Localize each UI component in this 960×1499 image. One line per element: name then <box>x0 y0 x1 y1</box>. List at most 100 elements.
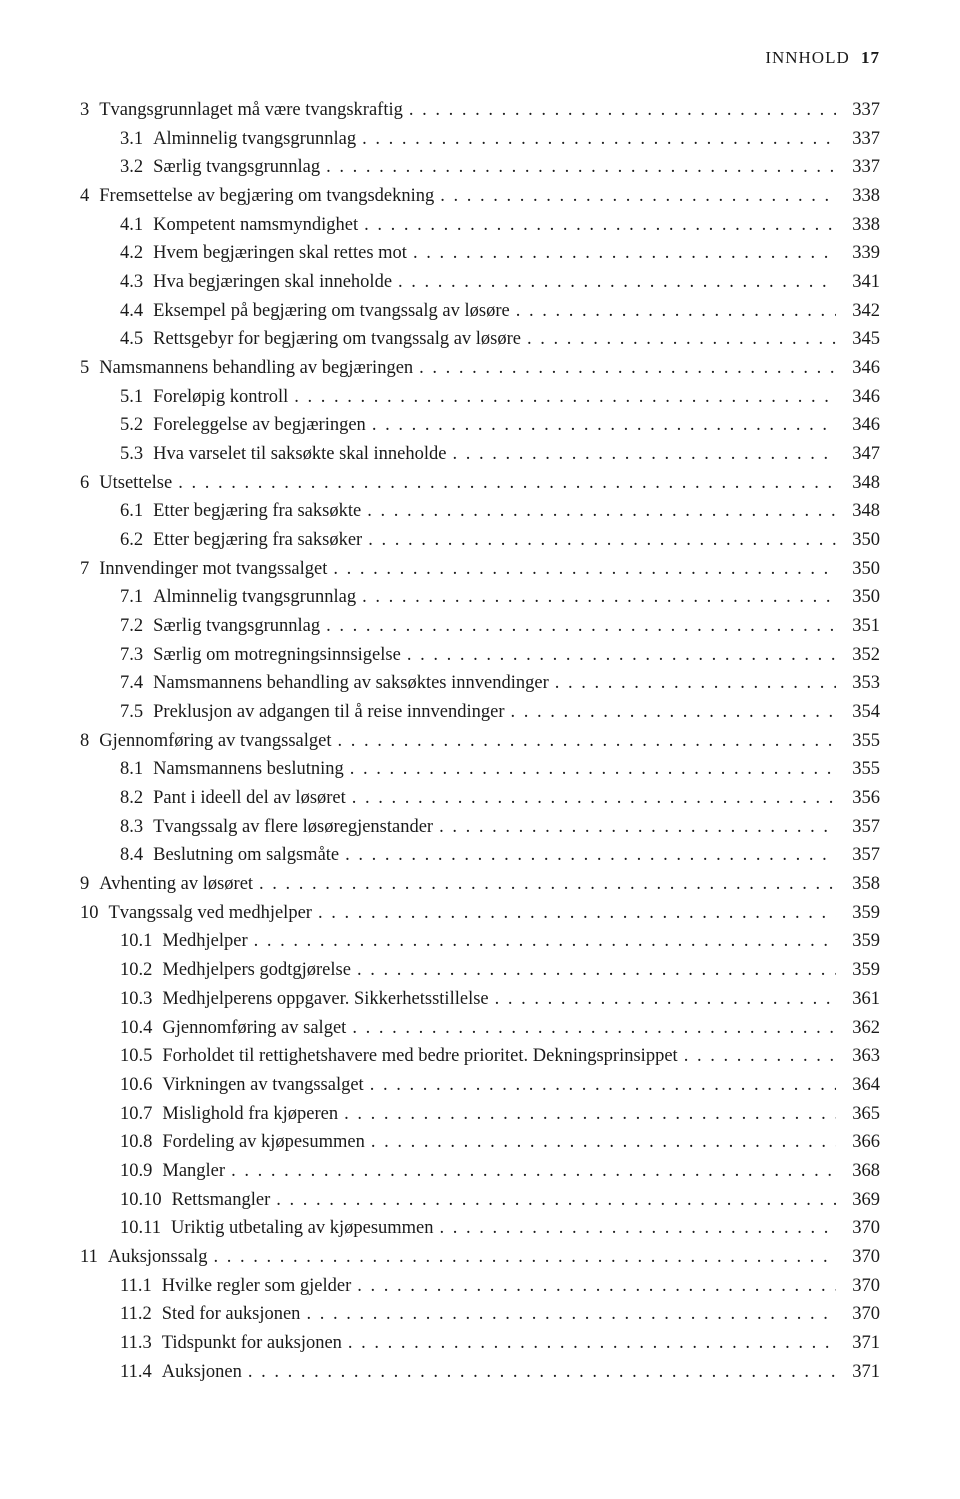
toc-entry-number: 10.10 <box>120 1186 172 1215</box>
toc-entry-title: Medhjelper <box>162 927 253 956</box>
toc-leader-dots <box>259 870 836 899</box>
toc-entry-title: Fordeling av kjøpesummen <box>162 1128 370 1157</box>
toc-leader-dots <box>337 727 836 756</box>
toc-leader-dots <box>439 813 836 842</box>
toc-row: 5.3Hva varselet til saksøkte skal inneho… <box>80 440 880 469</box>
toc-entry-page: 358 <box>836 870 880 899</box>
toc-entry-page: 337 <box>836 153 880 182</box>
toc-entry-page: 369 <box>836 1186 880 1215</box>
toc-entry-title: Mislighold fra kjøperen <box>162 1100 344 1129</box>
toc-row: 10.5Forholdet til rettighetshavere med b… <box>80 1042 880 1071</box>
toc-entry-number: 11 <box>80 1243 108 1272</box>
toc-entry-number: 11.2 <box>120 1300 162 1329</box>
toc-leader-dots <box>367 497 836 526</box>
toc-entry-title: Namsmannens beslutning <box>153 755 350 784</box>
toc-entry-page: 339 <box>836 239 880 268</box>
toc-row: 9Avhenting av løsøret358 <box>80 870 880 899</box>
toc-entry-page: 359 <box>836 956 880 985</box>
toc-entry-page: 352 <box>836 641 880 670</box>
toc-row: 3.2Særlig tvangsgrunnlag 337 <box>80 153 880 182</box>
toc-entry-title: Hvilke regler som gjelder <box>162 1272 358 1301</box>
toc-row: 6.2Etter begjæring fra saksøker350 <box>80 526 880 555</box>
toc-leader-dots <box>345 841 836 870</box>
toc-entry-title: Særlig tvangsgrunnlag <box>153 153 326 182</box>
toc-entry-number: 11.4 <box>120 1358 162 1387</box>
toc-leader-dots <box>372 411 836 440</box>
toc-row: 3Tvangsgrunnlaget må være tvangskraftig3… <box>80 96 880 125</box>
toc-entry-number: 5 <box>80 354 99 383</box>
toc-entry-number: 4.1 <box>120 211 153 240</box>
toc-entry-title: Beslutning om salgsmåte <box>153 841 345 870</box>
toc-entry-page: 348 <box>836 497 880 526</box>
toc-row: 11Auksjonssalg370 <box>80 1243 880 1272</box>
toc-entry-title: Kompetent namsmyndighet <box>153 211 364 240</box>
toc-row: 4.5Rettsgebyr for begjæring om tvangssal… <box>80 325 880 354</box>
toc-entry-title: Fremsettelse av begjæring om tvangsdekni… <box>99 182 440 211</box>
toc-entry-number: 10.4 <box>120 1014 162 1043</box>
toc-row: 10.6Virkningen av tvangssalget364 <box>80 1071 880 1100</box>
toc-row: 7.1Alminnelig tvangsgrunnlag350 <box>80 583 880 612</box>
toc-entry-number: 4.3 <box>120 268 153 297</box>
toc-entry-number: 10.11 <box>120 1214 171 1243</box>
toc-entry-title: Rettsmangler <box>172 1186 277 1215</box>
toc-entry-page: 345 <box>836 325 880 354</box>
toc-entry-number: 3.2 <box>120 153 153 182</box>
toc-entry-number: 5.2 <box>120 411 153 440</box>
toc-entry-title: Auksjonen <box>162 1358 248 1387</box>
toc-row: 4.3Hva begjæringen skal inneholde 341 <box>80 268 880 297</box>
toc-leader-dots <box>409 96 836 125</box>
toc-leader-dots <box>684 1042 836 1071</box>
toc-leader-dots <box>370 1071 836 1100</box>
toc-entry-page: 347 <box>836 440 880 469</box>
toc-entry-page: 370 <box>836 1272 880 1301</box>
toc-entry-title: Gjennomføring av salget <box>162 1014 352 1043</box>
toc-entry-page: 351 <box>836 612 880 641</box>
toc-entry-page: 357 <box>836 813 880 842</box>
toc-entry-title: Tvangssalg av flere løsøregjenstander <box>153 813 439 842</box>
toc-entry-page: 348 <box>836 469 880 498</box>
toc-entry-title: Tvangssalg ved medhjelper <box>109 899 318 928</box>
toc-row: 3.1Alminnelig tvangsgrunnlag337 <box>80 125 880 154</box>
toc-entry-number: 10.8 <box>120 1128 162 1157</box>
toc-leader-dots <box>276 1186 836 1215</box>
toc-row: 5.2Foreleggelse av begjæringen346 <box>80 411 880 440</box>
toc-entry-page: 370 <box>836 1214 880 1243</box>
toc-entry-title: Særlig om motregningsinnsigelse <box>153 641 407 670</box>
toc-entry-page: 356 <box>836 784 880 813</box>
toc-entry-page: 337 <box>836 125 880 154</box>
toc-leader-dots <box>371 1128 836 1157</box>
toc-entry-page: 362 <box>836 1014 880 1043</box>
toc-entry-number: 7.1 <box>120 583 153 612</box>
toc-entry-number: 10.3 <box>120 985 162 1014</box>
toc-entry-number: 10 <box>80 899 109 928</box>
toc-entry-title: Medhjelpers godtgjørelse <box>162 956 357 985</box>
header-label: innhold <box>765 48 849 67</box>
toc-entry-title: Pant i ideell del av løsøret <box>153 784 352 813</box>
toc-entry-title: Innvendinger mot tvangssalget <box>99 555 333 584</box>
toc-entry-number: 6.1 <box>120 497 153 526</box>
toc-row: 7.4Namsmannens behandling av saksøktes i… <box>80 669 880 698</box>
toc-entry-number: 5.3 <box>120 440 153 469</box>
toc-leader-dots <box>248 1358 836 1387</box>
toc-leader-dots <box>527 325 836 354</box>
toc-leader-dots <box>178 469 836 498</box>
toc-entry-page: 341 <box>836 268 880 297</box>
toc-entry-title: Foreløpig kontroll <box>153 383 294 412</box>
toc-row: 7.2Særlig tvangsgrunnlag351 <box>80 612 880 641</box>
toc-row: 7Innvendinger mot tvangssalget350 <box>80 555 880 584</box>
toc-row: 10.4Gjennomføring av salget 362 <box>80 1014 880 1043</box>
toc-entry-title: Preklusjon av adgangen til å reise innve… <box>153 698 510 727</box>
page-header: innhold 17 <box>80 48 880 68</box>
toc-leader-dots <box>352 784 836 813</box>
toc-entry-title: Utsettelse <box>99 469 178 498</box>
toc-entry-page: 363 <box>836 1042 880 1071</box>
toc-row: 11.3Tidspunkt for auksjonen371 <box>80 1329 880 1358</box>
toc-entry-page: 371 <box>836 1358 880 1387</box>
toc-entry-title: Hva begjæringen skal inneholde <box>153 268 398 297</box>
header-pagenum: 17 <box>861 48 880 67</box>
toc-row: 4.1Kompetent namsmyndighet338 <box>80 211 880 240</box>
toc-entry-page: 350 <box>836 526 880 555</box>
toc-entry-title: Eksempel på begjæring om tvangssalg av l… <box>153 297 516 326</box>
table-of-contents: 3Tvangsgrunnlaget må være tvangskraftig3… <box>80 96 880 1386</box>
toc-entry-page: 355 <box>836 727 880 756</box>
